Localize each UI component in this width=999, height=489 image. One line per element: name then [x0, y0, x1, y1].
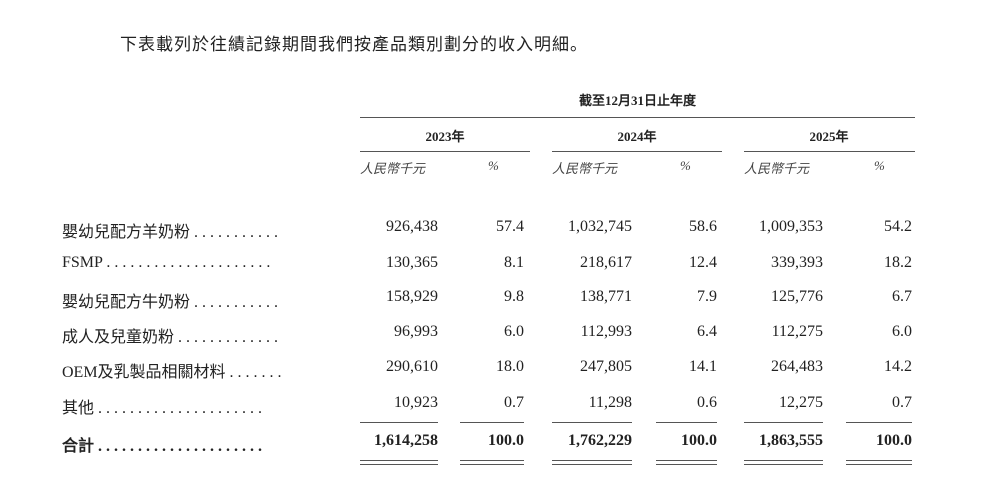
percent-subheader: % — [488, 158, 499, 173]
amount-cell: 10,923 — [394, 394, 438, 411]
row-label: 嬰幼兒配方牛奶粉 . . . . . . . . . . . — [62, 294, 279, 311]
amount-cell: 290,610 — [386, 358, 438, 375]
percent-cell: 9.8 — [504, 288, 524, 305]
subtotal-rule — [552, 422, 632, 423]
year-rule — [744, 151, 915, 152]
amount-subheader: 人民幣千元 — [360, 161, 426, 176]
total-double-rule — [744, 464, 823, 465]
year-2025-header: 2025年 — [809, 129, 849, 144]
total-amount-cell: 1,762,229 — [568, 432, 632, 449]
percent-cell: 58.6 — [689, 218, 717, 235]
total-label: 合計 . . . . . . . . . . . . . . . . . . .… — [62, 438, 263, 455]
amount-cell: 112,993 — [580, 323, 632, 340]
amount-cell: 96,993 — [394, 323, 438, 340]
amount-cell: 218,617 — [580, 254, 632, 271]
row-label: 嬰幼兒配方羊奶粉 . . . . . . . . . . . — [62, 224, 279, 241]
amount-cell: 1,032,745 — [568, 218, 632, 235]
percent-cell: 12.4 — [689, 254, 717, 271]
percent-cell: 18.2 — [884, 254, 912, 271]
total-amount-cell: 1,863,555 — [759, 432, 823, 449]
amount-cell: 130,365 — [386, 254, 438, 271]
header-rule — [360, 117, 915, 118]
amount-cell: 12,275 — [779, 394, 823, 411]
year-rule — [552, 151, 722, 152]
percent-cell: 57.4 — [496, 218, 524, 235]
subtotal-rule — [460, 422, 524, 423]
total-double-rule — [744, 460, 823, 461]
amount-cell: 158,929 — [386, 288, 438, 305]
amount-cell: 926,438 — [386, 218, 438, 235]
percent-cell: 6.0 — [504, 323, 524, 340]
percent-subheader: % — [680, 158, 691, 173]
total-percent-cell: 100.0 — [488, 432, 524, 449]
percent-cell: 54.2 — [884, 218, 912, 235]
total-double-rule — [846, 464, 912, 465]
year-rule — [360, 151, 530, 152]
amount-cell: 138,771 — [580, 288, 632, 305]
subtotal-rule — [744, 422, 823, 423]
row-label: 其他 . . . . . . . . . . . . . . . . . . .… — [62, 400, 263, 417]
percent-cell: 0.6 — [697, 394, 717, 411]
total-double-rule — [460, 460, 524, 461]
total-double-rule — [460, 464, 524, 465]
total-amount-cell: 1,614,258 — [374, 432, 438, 449]
row-label: 成人及兒童奶粉 . . . . . . . . . . . . . — [62, 329, 279, 346]
amount-cell: 125,776 — [771, 288, 823, 305]
percent-cell: 6.0 — [892, 323, 912, 340]
period-header: 截至12月31日止年度 — [578, 93, 696, 108]
amount-subheader: 人民幣千元 — [552, 161, 618, 176]
total-double-rule — [552, 464, 632, 465]
row-label: OEM及乳製品相關材料 . . . . . . . — [62, 364, 282, 381]
subtotal-rule — [656, 422, 717, 423]
amount-cell: 11,298 — [588, 394, 632, 411]
total-percent-cell: 100.0 — [876, 432, 912, 449]
total-double-rule — [656, 460, 717, 461]
percent-subheader: % — [874, 158, 885, 173]
amount-cell: 264,483 — [771, 358, 823, 375]
percent-cell: 0.7 — [504, 394, 524, 411]
subtotal-rule — [846, 422, 912, 423]
total-percent-cell: 100.0 — [681, 432, 717, 449]
total-double-rule — [552, 460, 632, 461]
row-label: FSMP . . . . . . . . . . . . . . . . . .… — [62, 254, 271, 271]
percent-cell: 6.4 — [697, 323, 717, 340]
amount-cell: 1,009,353 — [759, 218, 823, 235]
percent-cell: 18.0 — [496, 358, 524, 375]
percent-cell: 14.1 — [689, 358, 717, 375]
total-double-rule — [360, 464, 438, 465]
subtotal-rule — [360, 422, 438, 423]
amount-cell: 247,805 — [580, 358, 632, 375]
percent-cell: 7.9 — [697, 288, 717, 305]
amount-cell: 339,393 — [771, 254, 823, 271]
total-double-rule — [656, 464, 717, 465]
amount-cell: 112,275 — [771, 323, 823, 340]
percent-cell: 8.1 — [504, 254, 524, 271]
percent-cell: 6.7 — [892, 288, 912, 305]
percent-cell: 14.2 — [884, 358, 912, 375]
amount-subheader: 人民幣千元 — [744, 161, 810, 176]
total-double-rule — [846, 460, 912, 461]
year-2023-header: 2023年 — [425, 129, 465, 144]
total-double-rule — [360, 460, 438, 461]
intro-text: 下表載列於往績記錄期間我們按產品類別劃分的收入明細。 — [120, 35, 588, 54]
percent-cell: 0.7 — [892, 394, 912, 411]
year-2024-header: 2024年 — [617, 129, 657, 144]
